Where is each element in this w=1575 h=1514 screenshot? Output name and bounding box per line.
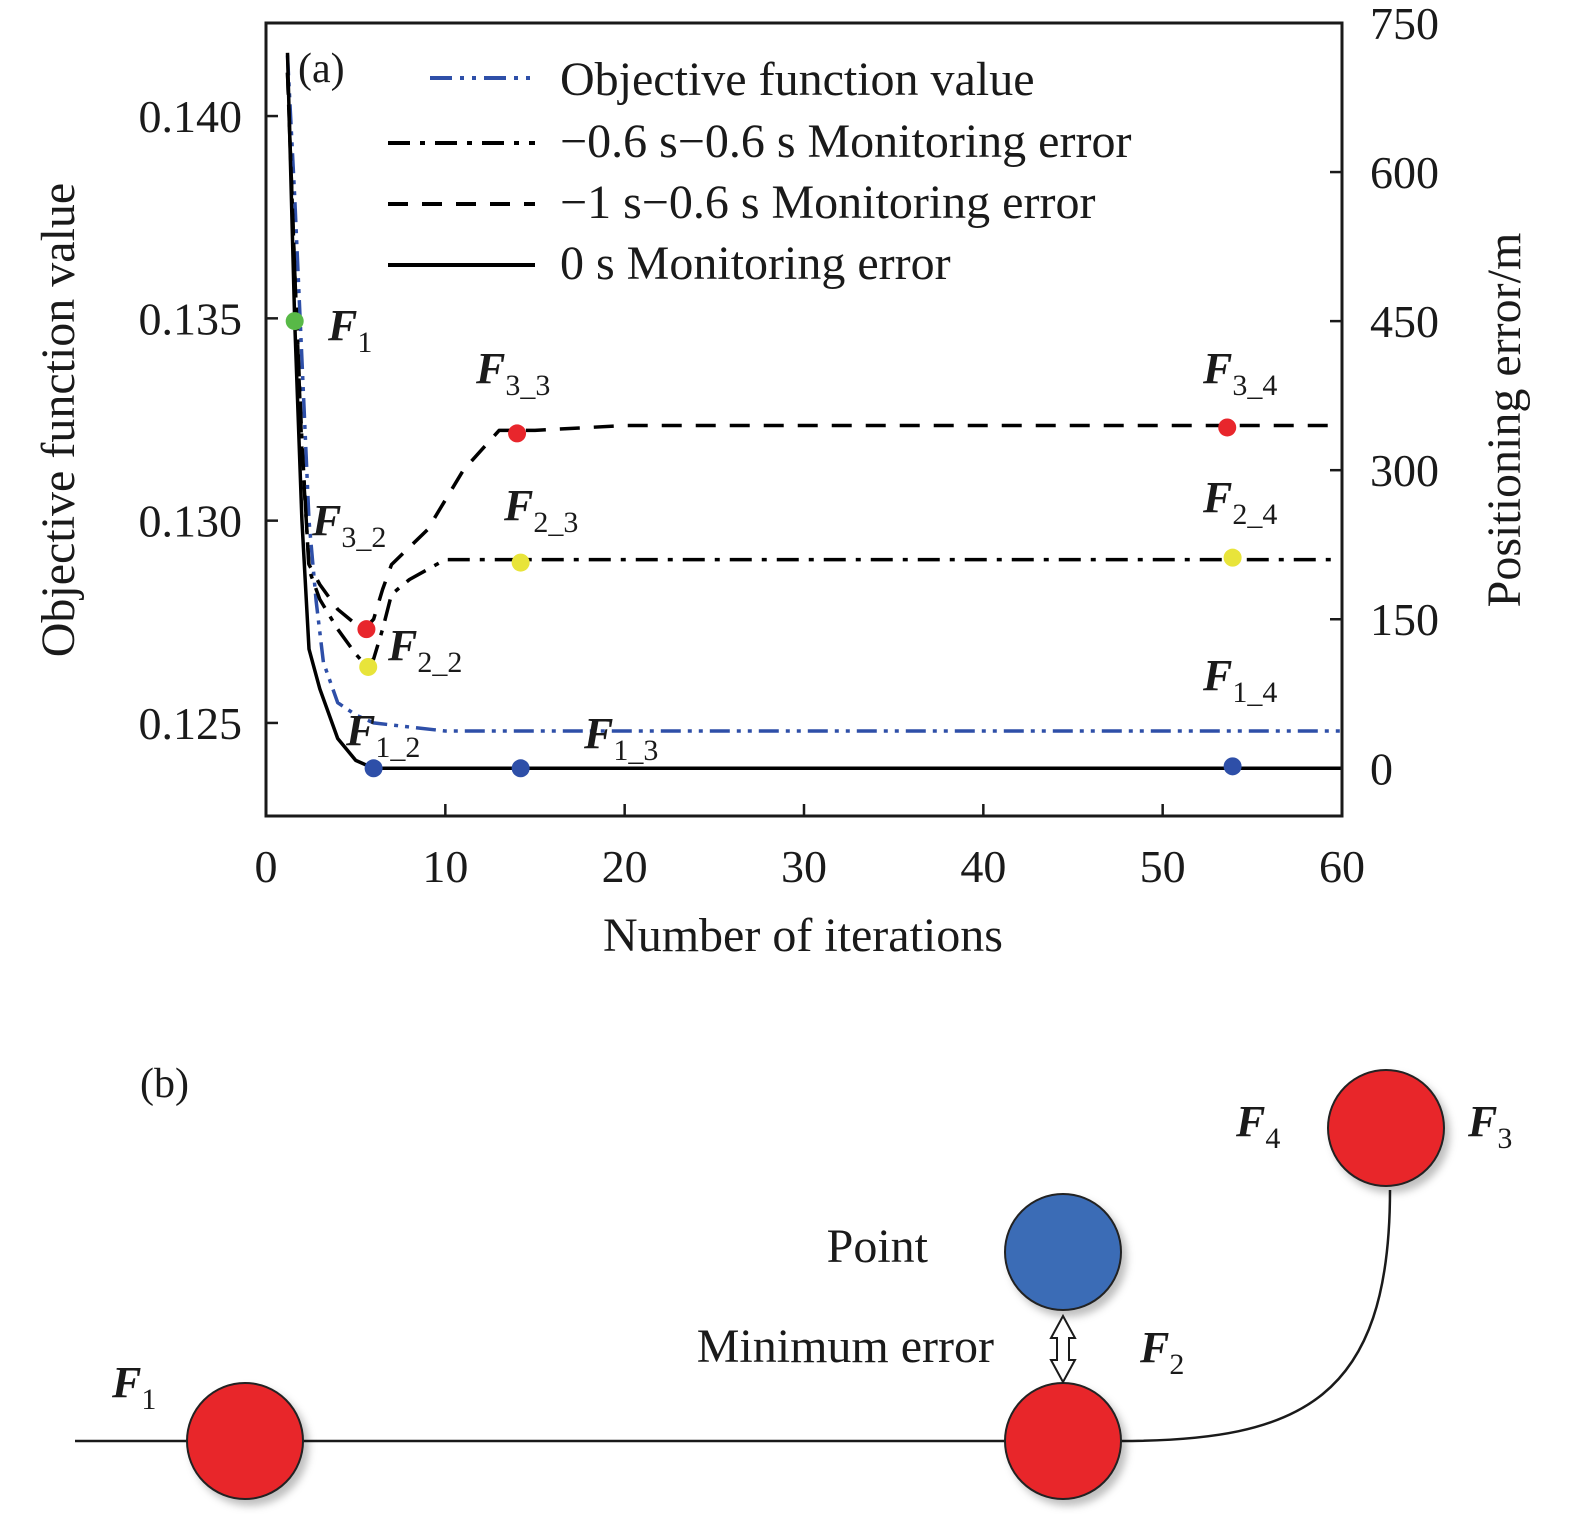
legend-label-objective: Objective function value [560,53,1035,106]
point-F1_4 [1223,757,1242,776]
legend-item-neg1: −1 s−0.6 s Monitoring error [388,176,1095,229]
legend-label-zero: 0 s Monitoring error [560,237,951,290]
legend-label-neg1: −1 s−0.6 s Monitoring error [560,176,1095,229]
x-tick-label-2: 20 [602,841,648,892]
point-F3_2 [357,620,376,639]
node-F1-circle [186,1382,304,1500]
x-axis-label: Number of iterations [603,909,1003,962]
point-F3_3 [508,424,527,443]
y-left-tick-label-1: 0.130 [139,496,243,547]
y-right-tick-label-2: 300 [1370,445,1439,496]
y-axis-label-right: Positioning error/m [1478,233,1531,608]
node-point-circle [1004,1193,1122,1311]
node-F1-label: F1 [111,1358,156,1416]
node-F3-circle [1327,1069,1445,1187]
track-line [75,1189,1392,1443]
x-tick-label-1: 10 [422,841,468,892]
x-tick-label-3: 30 [781,841,827,892]
legend-label-neg06: −0.6 s−0.6 s Monitoring error [560,115,1131,168]
label-F2_2: F2_2 [387,621,462,679]
y-axis-label-left: Objective function value [32,183,85,658]
plot-frame [264,21,1344,818]
legend-item-objective: Objective function value [430,53,1035,106]
x-tick-label-6: 60 [1319,841,1365,892]
node-F3-label: F3 [1467,1097,1512,1155]
y-right-tick-label-5: 750 [1370,0,1439,49]
point-labels: F1 F3_2 F2_2 F1_2 F3_3 F2_3 F1_3 F3_4 F2… [311,301,1277,767]
chart-a: 0 10 20 30 40 50 60 0.125 0.130 0.135 0.140 0 150 300… [32,0,1531,962]
points-layer [285,312,1242,778]
panel-label-a: (a) [298,46,345,92]
minimum-error-label: Minimum error [697,1320,994,1373]
point-F2_3 [511,553,530,572]
x-tick-label-4: 40 [960,841,1006,892]
label-F1: F1 [327,301,372,359]
point-F1_2 [364,759,383,778]
label-F3_3: F3_3 [475,344,550,402]
point-F2_4 [1223,548,1242,567]
label-F2_4: F2_4 [1202,473,1277,531]
label-F1_3: F1_3 [583,709,658,767]
label-F3_2: F3_2 [311,496,386,554]
y-left-tick-label-3: 0.140 [139,91,243,142]
point-F2_2 [359,657,378,676]
series-line-3 [285,52,1342,771]
label-F2_3: F2_3 [503,481,578,539]
label-F1_2: F1_2 [345,706,420,764]
y-left-tick-label-2: 0.135 [139,293,243,344]
minimum-error-arrow [1049,1313,1077,1385]
point-F1 [285,312,304,331]
y-right-tick-label-0: 0 [1370,743,1393,794]
point-label: Point [827,1220,929,1273]
y-right-tick-label-3: 450 [1370,296,1439,347]
node-F2-circle [1004,1382,1122,1500]
legend-item-neg06: −0.6 s−0.6 s Monitoring error [388,115,1131,168]
x-tick-label-5: 50 [1140,841,1186,892]
label-F3_4: F3_4 [1202,344,1277,402]
panel-label-b: (b) [140,1061,189,1107]
node-F4-label: F4 [1235,1097,1280,1155]
point-F1_3 [511,759,530,778]
legend: Objective function value −0.6 s−0.6 s Mo… [388,53,1131,290]
x-tick-label-0: 0 [255,841,278,892]
diagram-b: (b) F1 F2 F3 F4 Point Minimum error [75,1061,1512,1500]
node-F2-label: F2 [1139,1323,1184,1381]
y-left-tick-label-0: 0.125 [139,698,243,749]
y-right-tick-label-4: 600 [1370,147,1439,198]
label-F1_4: F1_4 [1202,651,1277,709]
point-F3_4 [1218,418,1237,437]
tick-layer: 0 10 20 30 40 50 60 0.125 0.130 0.135 0.140 0 150 300… [139,0,1440,892]
legend-item-zero: 0 s Monitoring error [388,237,951,290]
y-right-tick-label-1: 150 [1370,594,1439,645]
